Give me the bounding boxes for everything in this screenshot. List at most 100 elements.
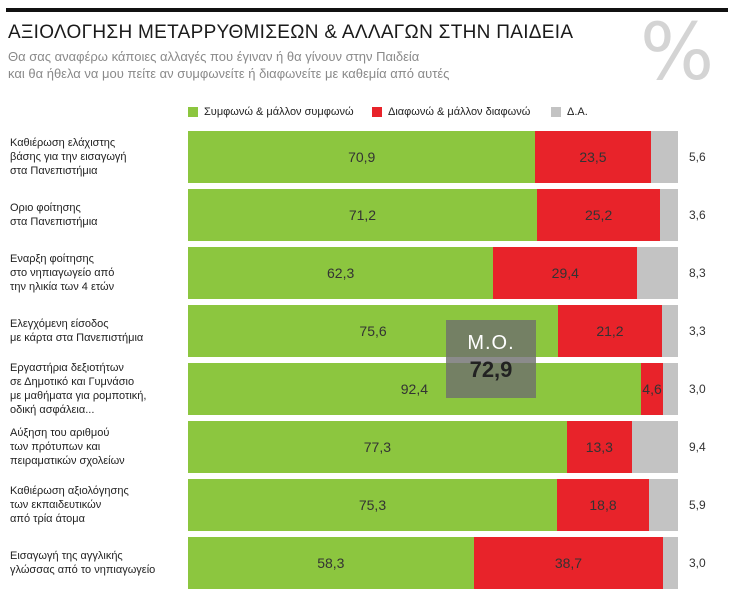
- row-label-line: Ελεγχόμενη είσοδος: [10, 318, 109, 330]
- bar-segment-agree: 92,4: [188, 363, 641, 415]
- legend-label-agree: Συμφωνώ & μάλλον συμφωνώ: [204, 106, 354, 118]
- row-label-line: Εναρξη φοίτησης: [10, 253, 94, 265]
- data-label: 71,2: [348, 207, 377, 223]
- row-label: Καθιέρωση αξιολόγησης των εκπαιδευτικών απ…: [10, 484, 182, 526]
- row-label: Ελεγχόμενη είσοδος με κάρτα στα Πανεπιστή…: [10, 317, 182, 345]
- bar-segment-dk: [650, 131, 678, 183]
- legend-label-dk: Δ.Α.: [567, 106, 588, 118]
- row-label: Εργαστήρια δεξιοτήτων σε Δημοτικό και Γυμ…: [10, 361, 182, 417]
- dk-value: 3,6: [689, 208, 706, 222]
- bar-segment-dk: [637, 247, 678, 299]
- row-label-line: γλώσσας από το νηπιαγωγείο: [10, 564, 156, 576]
- data-label: 58,3: [317, 555, 345, 571]
- mean-box: Μ.Ο. 72,9: [446, 320, 536, 398]
- mean-value: 72,9: [469, 357, 513, 382]
- bar-segment-dk: [663, 363, 678, 415]
- stacked-bar: 70,9 23,5: [188, 131, 678, 183]
- row-label-line: βάσης για την εισαγωγή: [10, 151, 127, 163]
- dk-value: 9,4: [689, 440, 706, 454]
- bar-segment-disagree: 4,6: [640, 363, 664, 415]
- bar-segment-disagree: 25,2: [536, 189, 661, 241]
- row-label-line: σε Δημοτικό και Γυμνάσιο: [10, 376, 135, 388]
- legend-item-agree: Συμφωνώ & μάλλον συμφωνώ: [188, 106, 354, 118]
- row-label-line: στα Πανεπιστήμια: [10, 165, 98, 177]
- bar-segment-disagree: 13,3: [566, 421, 632, 473]
- row-label-line: Καθιέρωση ελάχιστης: [10, 137, 116, 149]
- row-label: Αύξηση του αριθμού των πρότυπων και πειραμ…: [10, 426, 182, 468]
- row-label-line: στα Πανεπιστήμια: [10, 216, 98, 228]
- row-label: Καθιέρωση ελάχιστης βάσης για την εισαγωγ…: [10, 136, 182, 178]
- stacked-bar: 92,4 4,6: [188, 363, 678, 415]
- dk-value: 5,9: [689, 498, 706, 512]
- bar-segment-disagree: 21,2: [558, 305, 662, 357]
- bar-segment-agree: 75,3: [188, 479, 557, 531]
- legend-swatch-agree: [188, 107, 198, 117]
- row-label-line: οδική ασφάλεια...: [10, 404, 95, 416]
- dk-value: 3,0: [689, 556, 706, 570]
- bar-segment-dk: [631, 421, 678, 473]
- mean-label: Μ.Ο.: [467, 332, 515, 354]
- stacked-bar: 75,3 18,8: [188, 479, 678, 531]
- bar-segment-dk: [660, 189, 678, 241]
- bar-segment-dk: [661, 305, 678, 357]
- dk-value: 3,3: [689, 324, 706, 338]
- row-label-line: την ηλικία των 4 ετών: [10, 281, 115, 293]
- row-label-line: των εκπαιδευτικών: [10, 499, 102, 511]
- chart-subtitle: Θα σας αναφέρω κάποιες αλλαγές που έγινα…: [8, 48, 608, 82]
- stacked-bar: 77,3 13,3: [188, 421, 678, 473]
- row-label-line: πειραματικών σχολείων: [10, 455, 125, 467]
- subtitle-line-1: Θα σας αναφέρω κάποιες αλλαγές που έγινα…: [8, 49, 420, 64]
- bar-segment-agree: 70,9: [188, 131, 536, 183]
- stacked-bar: 62,3 29,4: [188, 247, 678, 299]
- bar-segment-dk: [649, 479, 678, 531]
- stacked-bar: 58,3 38,7: [188, 537, 678, 589]
- row-label: Εναρξη φοίτησης στο νηπιαγωγείο από την ηλ…: [10, 252, 182, 294]
- row-label-line: με μαθήματα για ρομποτική,: [10, 390, 147, 402]
- bar-segment-disagree: 29,4: [493, 247, 638, 299]
- top-rule: [6, 8, 728, 12]
- percent-icon: %: [640, 8, 715, 98]
- row-label-line: με κάρτα στα Πανεπιστήμια: [10, 332, 144, 344]
- bar-segment-agree: 58,3: [188, 537, 474, 589]
- legend-label-disagree: Διαφωνώ & μάλλον διαφωνώ: [388, 106, 531, 118]
- row-label-line: των πρότυπων και: [10, 441, 101, 453]
- data-label: 62,3: [327, 265, 355, 281]
- row-label-line: από τρία άτομα: [10, 513, 85, 525]
- legend-item-disagree: Διαφωνώ & μάλλον διαφωνώ: [372, 106, 530, 118]
- legend-item-dk: Δ.Α.: [551, 106, 588, 118]
- chart-title: ΑΞΙΟΛΟΓΗΣΗ ΜΕΤΑΡΡΥΘΜΙΣΕΩΝ & ΑΛΛΑΓΩΝ ΣΤΗΝ…: [8, 22, 574, 43]
- data-label: 21,2: [596, 323, 624, 339]
- data-label: 77,3: [363, 439, 391, 455]
- row-label-line: Εργαστήρια δεξιοτήτων: [10, 362, 124, 374]
- row-label-line: Οριο φοίτησης: [10, 202, 81, 214]
- data-label: 13,3: [585, 439, 613, 455]
- legend-swatch-disagree: [372, 107, 382, 117]
- row-label-line: Καθιέρωση αξιολόγησης: [10, 485, 129, 497]
- bar-segment-disagree: 18,8: [556, 479, 650, 531]
- stacked-bar: 75,6 21,2: [188, 305, 678, 357]
- bar-segment-dk: [663, 537, 678, 589]
- data-label: 25,2: [584, 207, 613, 223]
- data-label: 70,9: [348, 149, 376, 165]
- legend-swatch-dk: [551, 107, 561, 117]
- data-label: 23,5: [579, 149, 607, 165]
- stacked-bar: 71,2 25,2: [188, 189, 678, 241]
- data-label: 29,4: [551, 265, 579, 281]
- row-label-line: Αύξηση του αριθμού: [10, 427, 110, 439]
- data-label: 38,7: [554, 555, 583, 571]
- dk-value: 5,6: [689, 150, 706, 164]
- row-label-line: στο νηπιαγωγείο από: [10, 267, 115, 279]
- row-label-line: Εισαγωγή της αγγλικής: [10, 550, 123, 562]
- data-label: 75,6: [359, 323, 387, 339]
- dk-value: 8,3: [689, 266, 706, 280]
- data-label: 92,4: [400, 381, 428, 397]
- bar-segment-agree: 77,3: [188, 421, 567, 473]
- data-label: 18,8: [589, 497, 617, 513]
- data-label: 4,6: [642, 381, 662, 397]
- bar-segment-disagree: 23,5: [535, 131, 651, 183]
- bar-segment-agree: 71,2: [188, 189, 537, 241]
- row-label: Οριο φοίτησης στα Πανεπιστήμια: [10, 201, 182, 229]
- bar-segment-agree: 62,3: [188, 247, 494, 299]
- row-label: Εισαγωγή της αγγλικής γλώσσας από το νηπι…: [10, 549, 182, 577]
- data-label: 75,3: [358, 497, 387, 513]
